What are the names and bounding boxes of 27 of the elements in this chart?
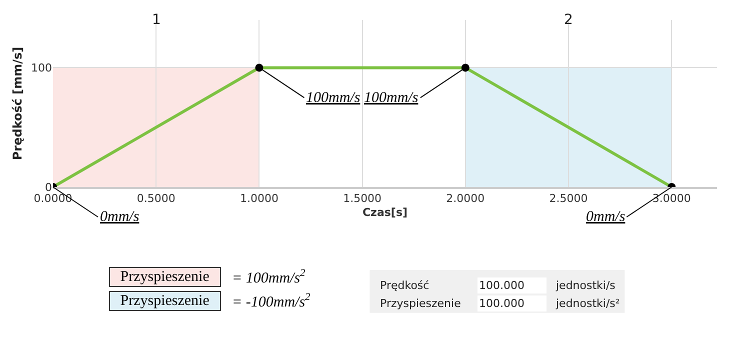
x-tick-label: 3.0000 — [652, 192, 691, 206]
x-axis-title: Czas[s] — [362, 206, 408, 219]
text: 100.000 — [479, 279, 524, 292]
x-tick-label: 2.5000 — [549, 192, 588, 206]
x-tick-label: 1.0000 — [240, 192, 278, 206]
x-tick-label: 2.0000 — [446, 192, 485, 206]
annotation: 100mm/s — [364, 90, 418, 106]
text: jednostki/s² — [555, 297, 620, 310]
text: = 100mm/s$^{2}$ — [232, 268, 306, 286]
band-label: 1 — [152, 12, 161, 28]
text: Przyspieszenie — [120, 269, 210, 285]
text: 100.000 — [479, 297, 524, 310]
x-tick-label: 1.5000 — [343, 192, 382, 206]
x-tick-label: 0.5000 — [136, 192, 176, 206]
x-tick-label: 0.0000 — [34, 192, 72, 206]
text: Prędkość — [380, 279, 430, 292]
text: Przyspieszenie — [120, 293, 210, 309]
y-tick-label: 100 — [31, 62, 52, 75]
band-label: 2 — [564, 12, 573, 28]
y-axis-title: Prędkość [mm/s] — [10, 46, 24, 160]
text: jednostki/s — [555, 279, 616, 292]
annotation: 0mm/s — [586, 209, 626, 225]
annotation: 0mm/s — [100, 209, 140, 225]
text: Przyspieszenie — [380, 297, 462, 310]
annotation: 100mm/s — [306, 90, 360, 106]
text: = -100mm/s$^{2}$ — [232, 292, 312, 310]
y-tick-label: 0 — [45, 180, 52, 194]
